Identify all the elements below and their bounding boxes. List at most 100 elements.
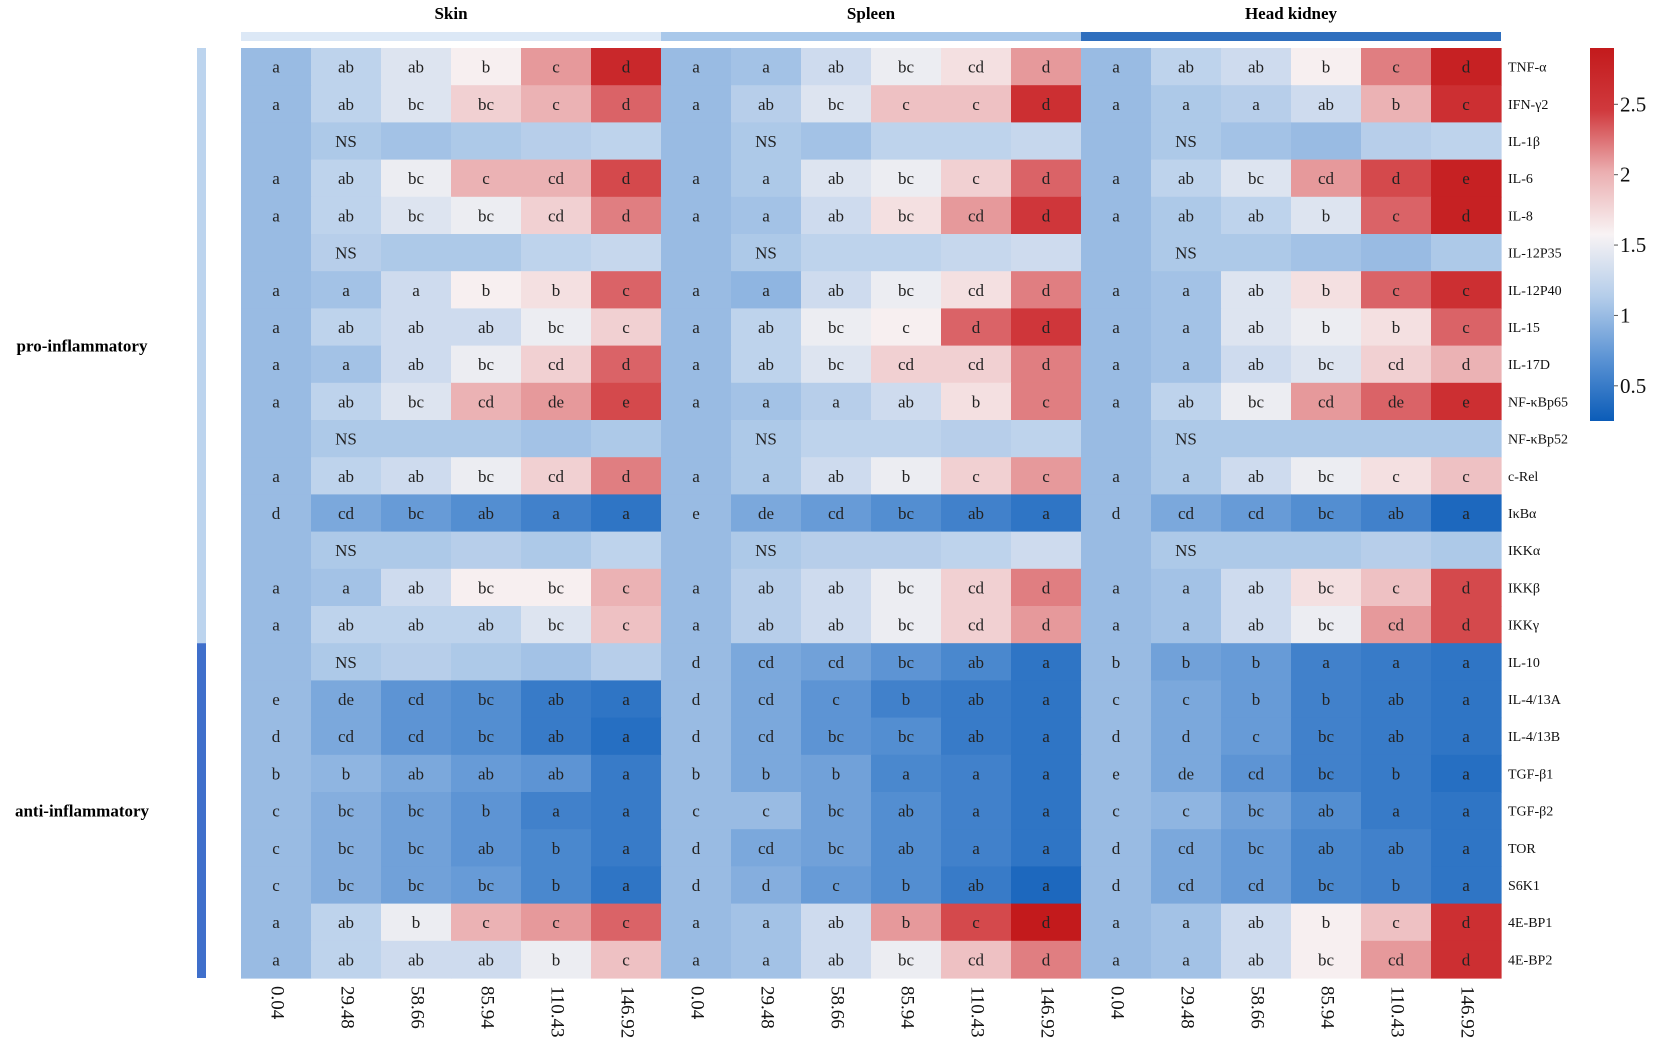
heatmap-cell <box>1081 606 1152 644</box>
column-label: 110.43 <box>1387 986 1408 1038</box>
heatmap-cell <box>311 159 382 198</box>
heatmap-cell <box>941 122 1012 161</box>
heatmap-cell <box>1011 234 1082 272</box>
cell-label: a <box>272 616 280 635</box>
cell-label: a <box>692 616 700 635</box>
cell-label: bc <box>1248 839 1265 858</box>
colorbar-tick-label: 2 <box>1620 163 1631 187</box>
heatmap-cell <box>1151 643 1222 681</box>
cell-label: a <box>1182 95 1190 114</box>
heatmap-cell <box>1151 345 1222 384</box>
row-label: IL-12P40 <box>1508 284 1562 299</box>
heatmap-cell <box>1081 308 1152 347</box>
heatmap-cell <box>521 531 592 570</box>
cell-label: d <box>1182 727 1191 746</box>
heatmap-cell <box>381 234 452 272</box>
cell-label: ab <box>408 616 424 635</box>
heatmap-cell <box>311 457 382 495</box>
cell-label: ab <box>1248 58 1264 77</box>
heatmap-cell <box>1291 866 1362 905</box>
heatmap-cell <box>1221 940 1292 979</box>
heatmap-cell <box>941 271 1012 309</box>
heatmap-cell <box>1151 792 1222 830</box>
heatmap-cell <box>871 234 942 272</box>
column-label: 85.94 <box>897 986 918 1029</box>
heatmap-cell <box>311 643 382 681</box>
cell-label: d <box>692 690 701 709</box>
cell-label: a <box>1462 690 1470 709</box>
heatmap-cell <box>451 122 522 161</box>
heatmap-cell <box>1221 85 1292 123</box>
heatmap-cell <box>661 940 732 979</box>
cell-label: d <box>1042 355 1051 374</box>
heatmap-cell <box>381 606 452 644</box>
cell-label: d <box>692 876 701 895</box>
heatmap-cell <box>801 531 872 570</box>
heatmap-cell <box>1431 457 1502 495</box>
heatmap-cell <box>941 829 1012 867</box>
heatmap-cell <box>1221 680 1292 719</box>
heatmap-cell <box>801 382 872 421</box>
cell-label: b <box>1112 653 1121 672</box>
row-label: S6K1 <box>1508 879 1540 894</box>
cell-label: a <box>622 690 630 709</box>
heatmap-cell <box>241 531 312 570</box>
cell-label: d <box>1462 913 1471 932</box>
cell-label: ab <box>828 950 844 969</box>
cell-label: a <box>622 802 630 821</box>
cell-label: bc <box>898 727 915 746</box>
group-header-bars <box>241 32 1501 41</box>
cell-label: a <box>1182 913 1190 932</box>
cell-label: b <box>552 281 561 300</box>
heatmap-cell <box>311 420 382 458</box>
cell-label: d <box>1392 169 1401 188</box>
cell-label: d <box>972 318 981 337</box>
heatmap-cell <box>801 792 872 830</box>
heatmap-cell <box>801 903 872 942</box>
heatmap-cell <box>731 940 802 979</box>
category-bars <box>197 48 206 978</box>
cell-label: e <box>272 690 280 709</box>
heatmap-cell <box>1291 717 1362 756</box>
heatmap-cell <box>591 680 662 719</box>
group-bar <box>661 32 1081 41</box>
heatmap-cell <box>451 420 522 458</box>
cell-label: d <box>272 727 281 746</box>
cell-label: e <box>1462 392 1470 411</box>
heatmap-cell <box>381 717 452 756</box>
heatmap-cell <box>871 531 942 570</box>
heatmap-cell <box>451 159 522 198</box>
cell-label: a <box>272 467 280 486</box>
cell-label: ab <box>1388 839 1404 858</box>
cell-label: ab <box>548 690 564 709</box>
heatmap-cell <box>661 792 732 830</box>
heatmap-cell <box>591 643 662 681</box>
cell-label: b <box>762 764 771 783</box>
heatmap-cell <box>801 420 872 458</box>
cell-label: a <box>762 206 770 225</box>
heatmap-cell <box>1361 643 1432 681</box>
heatmap-cell <box>1011 606 1082 644</box>
heatmap-cell <box>801 48 872 86</box>
cell-label: b <box>552 839 561 858</box>
heatmap-cell <box>941 903 1012 942</box>
cell-label: d <box>1042 58 1051 77</box>
cell-label: c <box>1392 913 1400 932</box>
cell-label: b <box>1252 653 1261 672</box>
heatmap-cell <box>661 717 732 756</box>
heatmap-cell <box>591 531 662 570</box>
cell-label: ab <box>758 578 774 597</box>
cell-label: a <box>272 206 280 225</box>
row-label: NF-κBp65 <box>1508 395 1568 410</box>
heatmap-cell <box>1291 643 1362 681</box>
heatmap-cell <box>1361 271 1432 309</box>
heatmap-cell <box>661 457 732 495</box>
heatmap-cell <box>1011 122 1082 161</box>
cell-label: bc <box>1248 802 1265 821</box>
cell-label: bc <box>1318 876 1335 895</box>
row-label: IKKγ <box>1508 619 1539 634</box>
cell-label: ab <box>338 392 354 411</box>
heatmap-cell <box>661 122 732 161</box>
cell-label: bc <box>478 876 495 895</box>
column-label: 146.92 <box>1457 986 1478 1038</box>
